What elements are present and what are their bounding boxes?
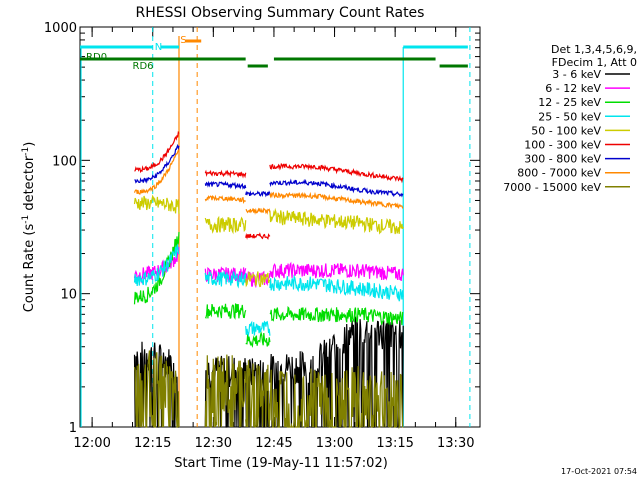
series-line-25-50-keV	[133, 243, 180, 286]
legend-header-2: FDecim 1, Att 0	[552, 56, 637, 69]
x-tick-label: 13:00	[316, 436, 353, 451]
y-axis-label-part3: )	[22, 142, 37, 147]
flag-label: N	[155, 42, 162, 53]
series-line-50-100-keV	[245, 271, 271, 288]
series-line-50-100-keV	[204, 215, 247, 235]
series-line-7000-15000-keV	[133, 350, 180, 428]
plot-frame	[79, 26, 481, 428]
legend-label: 50 - 100 keV	[531, 124, 601, 137]
legend-label: 3 - 6 keV	[552, 68, 601, 81]
state-flag-bars: N S RD0 RD6	[80, 35, 468, 72]
y-axis-label-sup1: -1	[21, 215, 31, 224]
series-line-12-25-keV	[133, 232, 180, 305]
legend-label: 7000 - 15000 keV	[503, 181, 601, 194]
series-line-25-50-keV	[245, 320, 271, 337]
x-tick-label: 12:30	[195, 436, 232, 451]
series-group	[133, 130, 404, 430]
series-line-12-25-keV	[269, 306, 404, 326]
series-line-50-100-keV	[133, 194, 180, 215]
series-line-7000-15000-keV	[245, 360, 271, 428]
y-axis-label: Count Rate (s-1 detector-1)	[21, 142, 37, 313]
chart-title: RHESSI Observing Summary Count Rates	[136, 5, 425, 21]
x-tick-label: 12:45	[255, 436, 292, 451]
y-axis-label-part1: Count Rate (s	[22, 224, 37, 313]
series-line-300-800-keV	[269, 178, 404, 198]
flag-label: RD0	[86, 52, 107, 63]
series-line-800-7000-keV	[269, 191, 404, 210]
y-tick-label: 10	[60, 288, 77, 303]
series-line-7000-15000-keV	[269, 366, 404, 430]
x-tick-label: 13:30	[437, 436, 474, 451]
series-line-12-25-keV	[245, 330, 271, 348]
y-axis-label-part2: detector	[22, 155, 37, 215]
legend-label: 800 - 7000 keV	[517, 167, 601, 180]
x-tick-label: 13:15	[376, 436, 413, 451]
series-line-25-50-keV	[269, 274, 404, 302]
legend-label: 12 - 25 keV	[538, 96, 601, 109]
y-tick-label: 1000	[44, 21, 77, 36]
series-line-100-300-keV	[269, 162, 404, 184]
series-line-3-6-keV	[269, 316, 404, 428]
y-axis-label-sup2: -1	[21, 147, 31, 156]
series-line-25-50-keV	[204, 271, 247, 289]
footer-timestamp: 17-Oct-2021 07:54	[561, 467, 637, 476]
legend-label: 300 - 800 keV	[524, 153, 601, 166]
series-line-800-7000-keV	[245, 207, 271, 215]
series-line-300-800-keV	[245, 190, 271, 198]
series-line-800-7000-keV	[133, 149, 180, 195]
x-axis: 12:00 12:15 12:30 12:45 13:00 13:15 13:30	[73, 27, 474, 451]
legend-header-1: Det 1,3,4,5,6,9,	[551, 43, 637, 56]
series-line-100-300-keV	[204, 169, 247, 179]
y-tick-label: 1	[69, 421, 77, 436]
legend-label: 100 - 300 keV	[524, 139, 601, 152]
attenuator-markers	[80, 27, 471, 427]
series-line-12-25-keV	[204, 303, 247, 320]
x-tick-label: 12:15	[134, 436, 171, 451]
series-line-100-300-keV	[245, 232, 271, 240]
y-tick-label: 100	[52, 154, 77, 169]
series-line-100-300-keV	[134, 130, 180, 174]
legend-label: 6 - 12 keV	[545, 82, 601, 95]
series-line-300-800-keV	[134, 143, 180, 184]
legend-label: 25 - 50 keV	[538, 110, 601, 123]
series-line-7000-15000-keV	[204, 354, 247, 428]
series-line-300-800-keV	[204, 180, 247, 190]
series-line-50-100-keV	[269, 207, 404, 235]
flag-label: S	[180, 35, 186, 46]
series-line-6-12-keV	[269, 261, 404, 282]
y-axis: 1 10 100 1000	[44, 21, 480, 436]
x-tick-label: 12:00	[73, 436, 110, 451]
flag-label: RD6	[133, 61, 154, 72]
x-axis-label: Start Time (19-May-11 11:57:02)	[174, 456, 388, 471]
series-line-800-7000-keV	[204, 194, 246, 204]
